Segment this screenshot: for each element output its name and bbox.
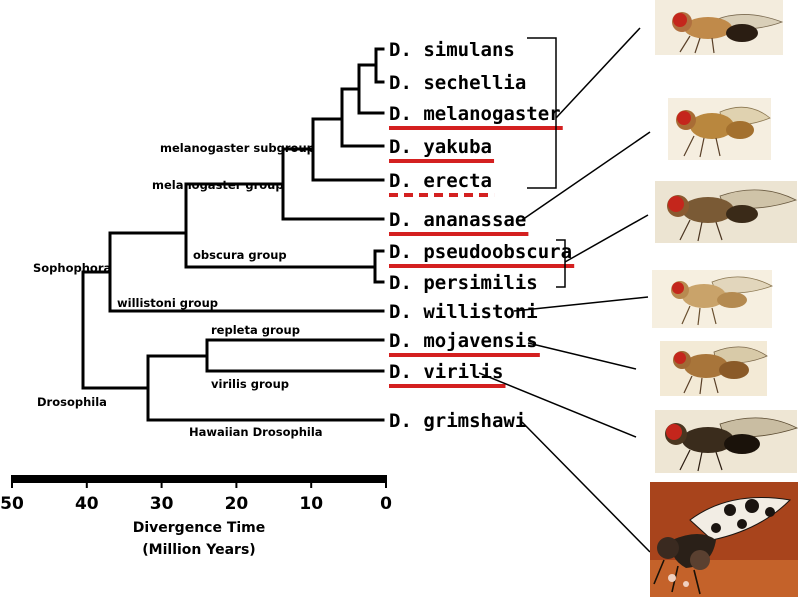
clade-repleta-group: repleta group xyxy=(211,323,300,337)
fly-yakuba-image xyxy=(668,98,771,160)
fly-illustrations xyxy=(650,0,799,597)
axis-tick-label: 0 xyxy=(380,494,392,514)
branch-erecta xyxy=(281,117,385,182)
clade-hawaiian-drosophila: Hawaiian Drosophila xyxy=(189,425,323,439)
branch-sophophora-inner xyxy=(108,182,188,269)
time-axis-ticks: 50 40 30 20 10 0 xyxy=(0,483,392,514)
fly-simulans-group-image xyxy=(655,0,784,55)
bracket-melanogaster-subgroup xyxy=(527,37,557,189)
leader-obscura xyxy=(564,214,649,263)
leader-grimshawi xyxy=(521,421,651,553)
leader-lines xyxy=(478,27,651,553)
time-axis: 50 40 30 20 10 0 Divergence Time (Million Yea… xyxy=(0,475,392,558)
time-axis-bar xyxy=(11,475,387,483)
leader-mojavensis xyxy=(527,342,637,370)
fly-willistoni-image xyxy=(652,270,773,328)
branch-repleta-virilis xyxy=(146,338,385,373)
branch-simulans-sechellia xyxy=(357,47,385,84)
species-label: D. sechellia xyxy=(389,72,526,94)
species-labels: D. simulans D. sechellia D. melanogaster D.… xyxy=(389,39,575,432)
species-label: D. grimshawi xyxy=(389,410,526,432)
fly-grimshawi-photo xyxy=(650,482,798,597)
branch-melanogaster-clade xyxy=(340,63,385,115)
clade-virilis-group: virilis group xyxy=(211,377,289,391)
fly-mojavensis-image xyxy=(660,341,768,396)
species-label: D. persimilis xyxy=(389,272,538,294)
axis-tick-label: 20 xyxy=(225,494,249,514)
branch-grimshawi xyxy=(81,354,385,422)
axis-tick-label: 40 xyxy=(75,494,99,514)
species-label: D. yakuba xyxy=(389,136,492,158)
axis-tick-label: 50 xyxy=(0,494,24,514)
species-label: D. mojavensis xyxy=(389,330,538,352)
clade-labels: melanogaster subgroup melanogaster group… xyxy=(33,141,323,439)
bracket-obscura xyxy=(556,239,566,288)
axis-tick-label: 10 xyxy=(299,494,323,514)
species-label: D. virilis xyxy=(389,361,503,383)
leader-subgroup xyxy=(555,27,641,119)
fly-virilis-image xyxy=(655,410,799,473)
species-label: D. ananassae xyxy=(389,209,526,231)
branch-yakuba xyxy=(311,87,385,148)
leader-virilis xyxy=(478,372,637,438)
clade-obscura-group: obscura group xyxy=(193,248,287,262)
species-label: D. pseudoobscura xyxy=(389,241,572,263)
species-label: D. melanogaster xyxy=(389,103,561,125)
fly-ananassae-image xyxy=(655,181,798,243)
species-label: D. willistoni xyxy=(389,301,538,323)
clade-melanogaster-subgroup: melanogaster subgroup xyxy=(160,141,315,155)
branch-ananassae xyxy=(184,147,385,221)
species-label: D. erecta xyxy=(389,170,492,192)
axis-tick-label: 30 xyxy=(150,494,174,514)
clade-sophophora: Sophophora xyxy=(33,261,111,275)
branch-obscura-pair xyxy=(184,249,385,284)
clade-willistoni-group: willistoni group xyxy=(117,296,218,310)
branch-willistoni xyxy=(81,231,385,313)
clade-drosophila: Drosophila xyxy=(37,395,107,409)
axis-title-line1: Divergence Time xyxy=(133,520,266,536)
axis-title-line2: (Million Years) xyxy=(142,542,255,558)
clade-melanogaster-group: melanogaster group xyxy=(152,178,284,192)
tree-branches xyxy=(81,47,385,422)
species-label: D. simulans xyxy=(389,39,515,61)
leader-ananassae xyxy=(521,131,651,221)
leader-willistoni xyxy=(513,296,649,312)
